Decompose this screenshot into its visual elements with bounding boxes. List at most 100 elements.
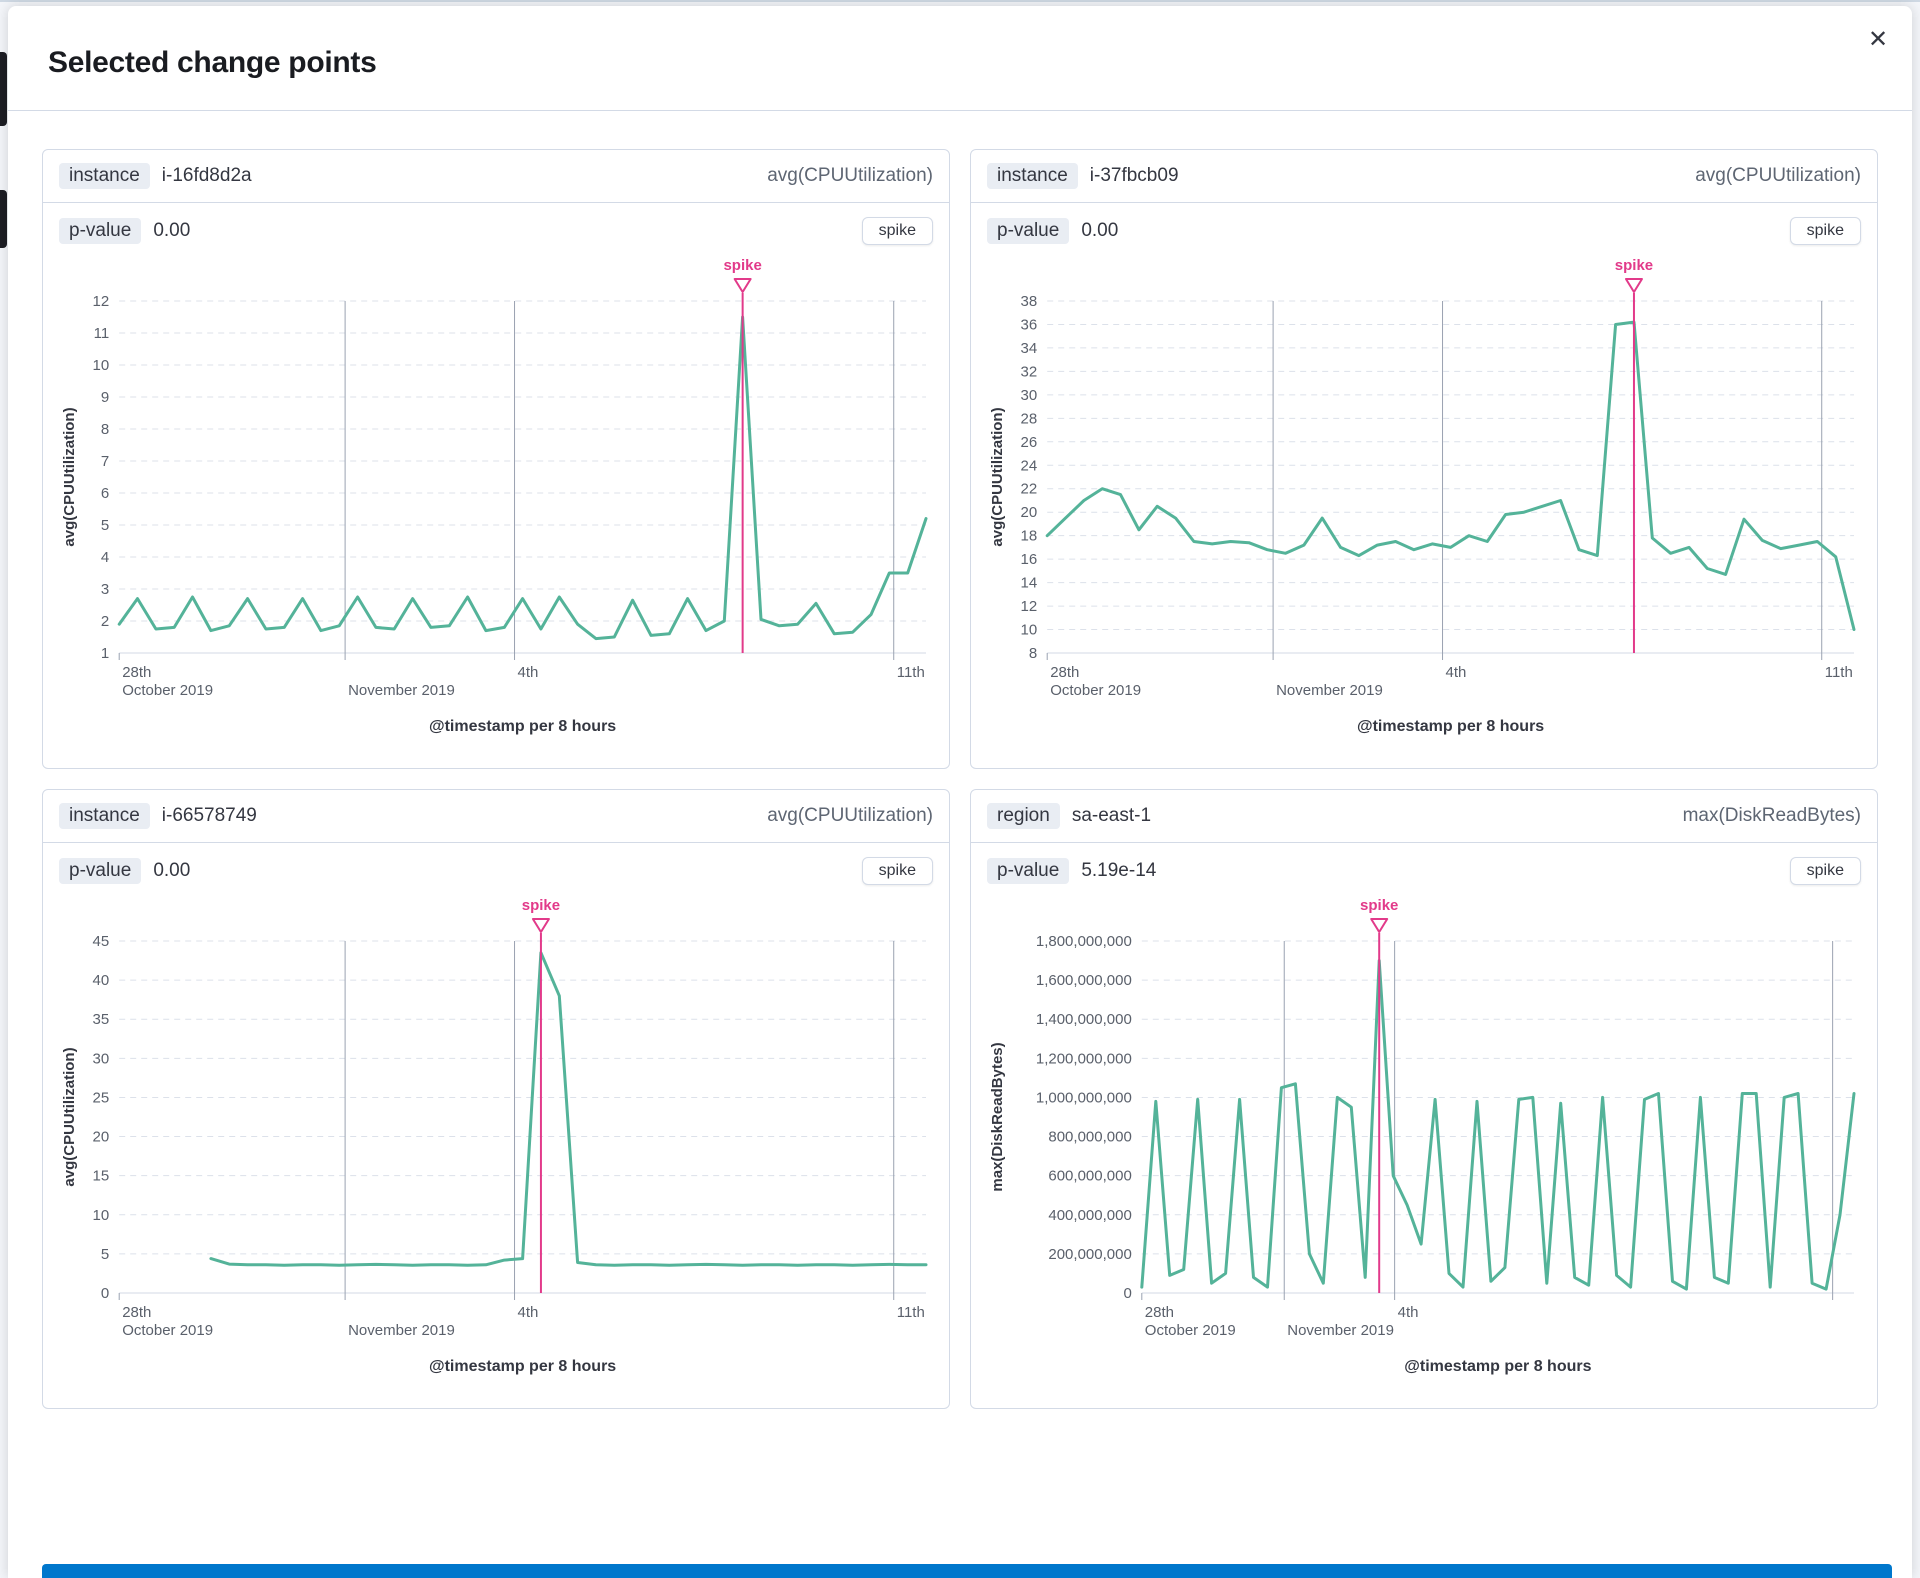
panels-grid: instance i-16fd8d2a avg(CPUUtilization) …: [8, 111, 1912, 1409]
change-points-modal: Selected change points ✕ instance i-16fd…: [8, 6, 1912, 1578]
panel-subheader: p-value 5.19e-14 spike: [971, 843, 1877, 893]
y-tick-label: 400,000,000: [1048, 1207, 1131, 1224]
y-tick-label: 14: [1021, 575, 1038, 592]
y-tick-label: 40: [93, 972, 110, 989]
y-tick-label: 45: [93, 933, 110, 950]
y-tick-label: 32: [1021, 363, 1038, 380]
y-tick-label: 1,600,000,000: [1036, 972, 1132, 989]
spike-annotation-label: spike: [723, 257, 761, 274]
y-tick-label: 0: [1123, 1285, 1131, 1302]
y-tick-label: 22: [1021, 481, 1038, 498]
x-tick-label: October 2019: [122, 682, 213, 699]
y-tick-label: 600,000,000: [1048, 1168, 1131, 1185]
y-tick-label: 2: [101, 613, 109, 630]
y-tick-label: 5: [101, 1246, 109, 1263]
change-point-type-button[interactable]: spike: [1789, 217, 1861, 245]
metric-label: avg(CPUUtilization): [767, 165, 933, 186]
close-icon[interactable]: ✕: [1858, 20, 1898, 60]
spike-annotation-label: spike: [1360, 897, 1398, 914]
y-tick-label: 38: [1021, 293, 1038, 310]
series-line: [1045, 320, 1856, 631]
footer-accent-bar: [42, 1564, 1892, 1578]
x-tick-label: October 2019: [1050, 682, 1141, 699]
change-point-chart: 12 11 10 9 8 7 6 5 4 3 2 1 28th October 2019 November …: [43, 253, 949, 758]
y-tick-label: 25: [93, 1089, 110, 1106]
y-tick-label: 10: [1021, 622, 1038, 639]
y-tick-label: 1,400,000,000: [1036, 1011, 1132, 1028]
y-tick-label: 12: [1021, 598, 1038, 615]
y-axis-title: avg(CPUUtilization): [989, 407, 1006, 546]
y-tick-label: 200,000,000: [1048, 1246, 1131, 1263]
y-tick-label: 8: [1029, 645, 1037, 662]
p-value-badge: p-value: [987, 218, 1070, 244]
y-tick-label: 30: [93, 1050, 110, 1067]
split-field-value: i-66578749: [161, 805, 257, 826]
y-axis-title: max(DiskReadBytes): [989, 1042, 1006, 1191]
y-tick-label: 1: [101, 645, 109, 662]
x-tick-label: 4th: [518, 664, 539, 681]
series-line: [117, 315, 928, 641]
modal-header: Selected change points ✕: [8, 6, 1912, 111]
y-tick-label: 35: [93, 1011, 110, 1028]
split-field: instance i-66578749: [59, 803, 257, 829]
background-nav-fragment: [0, 52, 7, 126]
panel-subheader: p-value 0.00 spike: [43, 203, 949, 253]
page-title: Selected change points: [48, 46, 377, 79]
change-point-type-button[interactable]: spike: [861, 857, 933, 885]
y-tick-label: 24: [1021, 457, 1038, 474]
change-point-panel: instance i-37fbcb09 avg(CPUUtilization) …: [970, 149, 1878, 769]
p-value: 0.00: [1081, 220, 1119, 241]
x-tick-label: October 2019: [1145, 1322, 1236, 1339]
p-value-badge: p-value: [59, 858, 142, 884]
y-tick-label: 8: [101, 421, 109, 438]
y-tick-label: 1,800,000,000: [1036, 933, 1132, 950]
change-point-panel: instance i-16fd8d2a avg(CPUUtilization) …: [42, 149, 950, 769]
change-point-chart: 1,800,000,000 1,600,000,000 1,400,000,000 1…: [971, 893, 1877, 1398]
background-nav-fragment: [0, 190, 7, 248]
change-point-type-button[interactable]: spike: [1789, 857, 1861, 885]
x-tick-label: 28th: [122, 664, 151, 681]
p-value: 5.19e-14: [1081, 860, 1157, 881]
spike-triangle-icon: [531, 918, 550, 933]
y-tick-label: 36: [1021, 316, 1038, 333]
panel-header: instance i-66578749 avg(CPUUtilization): [43, 790, 949, 843]
change-point-type-button[interactable]: spike: [861, 217, 933, 245]
x-tick-label: 11th: [897, 664, 925, 681]
panel-header: region sa-east-1 max(DiskReadBytes): [971, 790, 1877, 843]
metric-label: max(DiskReadBytes): [1682, 805, 1861, 826]
y-tick-label: 4: [101, 549, 109, 566]
x-tick-label: November 2019: [1276, 682, 1383, 699]
x-axis-title: @timestamp per 8 hours: [1404, 1358, 1591, 1375]
y-tick-label: 1,200,000,000: [1036, 1050, 1132, 1067]
split-field-badge: instance: [59, 803, 150, 829]
change-point-chart: 38 36 34 32 30 28 26 24 22 20 18 16 14 12 10 8 28th Octob…: [971, 253, 1877, 758]
y-tick-label: 3: [101, 581, 109, 598]
y-axis-title: avg(CPUUtilization): [61, 1047, 78, 1186]
x-tick-label: 4th: [1398, 1304, 1419, 1321]
y-tick-label: 20: [93, 1129, 110, 1146]
x-axis-title: @timestamp per 8 hours: [429, 1358, 616, 1375]
split-field: instance i-16fd8d2a: [59, 163, 252, 189]
x-tick-label: November 2019: [348, 1322, 455, 1339]
x-tick-label: 28th: [1145, 1304, 1174, 1321]
spike-triangle-icon: [733, 278, 752, 293]
split-field-value: i-16fd8d2a: [161, 165, 252, 186]
x-axis-title: @timestamp per 8 hours: [429, 718, 616, 735]
split-field: region sa-east-1: [987, 803, 1151, 829]
series-line: [1140, 959, 1856, 1291]
y-tick-label: 30: [1021, 387, 1038, 404]
split-field-value: sa-east-1: [1071, 805, 1152, 826]
y-tick-label: 0: [101, 1285, 109, 1302]
split-field-value: i-37fbcb09: [1089, 165, 1179, 186]
x-tick-label: November 2019: [348, 682, 455, 699]
series-line: [209, 951, 928, 1267]
x-tick-label: 11th: [1825, 664, 1853, 681]
metric-label: avg(CPUUtilization): [1695, 165, 1861, 186]
y-tick-label: 16: [1021, 551, 1038, 568]
y-tick-label: 10: [93, 357, 110, 374]
y-axis-title: avg(CPUUtilization): [61, 407, 78, 546]
y-tick-label: 6: [101, 485, 109, 502]
change-point-panel: region sa-east-1 max(DiskReadBytes) p-va…: [970, 789, 1878, 1409]
panel-subheader: p-value 0.00 spike: [43, 843, 949, 893]
